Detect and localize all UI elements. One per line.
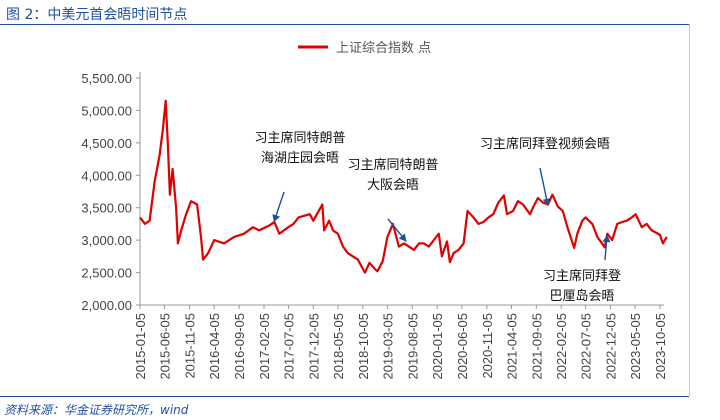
x-tick-label: 2023-05-05 [628,313,643,380]
x-tick-label: 2016-04-05 [207,313,222,380]
annotation-label: 海湖庄园会晤 [261,150,339,166]
annotation: 习主席同拜登视频会晤 [480,136,610,206]
x-tick-label: 2020-06-05 [455,313,470,380]
y-axis-ticks: 2,000.00 2,500.00 3,000.00 3,500.00 4,000.00… [81,71,140,313]
source-note: 资料来源：华金证券研究所，wind [4,403,189,417]
x-tick-label: 2018-10-05 [356,313,371,380]
title-rule [0,24,689,25]
x-tick-label: 2022-02-05 [554,313,569,380]
annotation-arrowhead [398,233,407,242]
legend: 上证综合指数 点 [298,41,431,56]
x-axis-ticks: 2015-01-05 2015-06-05 2015-11-05 2016-04-05… [133,305,668,380]
y-tick-label: 4,500.00 [81,136,132,151]
x-tick-label: 2015-06-05 [158,313,173,380]
annotation-arrowhead [272,214,280,222]
x-tick-label: 2017-02-05 [257,313,272,380]
y-tick-label: 2,000.00 [81,298,132,313]
x-tick-label: 2021-09-05 [529,313,544,380]
x-tick-label: 2020-01-05 [430,313,445,380]
frame-right-rule [689,24,690,396]
annotation-label: 习主席同特朗普 [254,130,345,146]
annotation-arrowhead [542,198,551,206]
x-tick-label: 2020-11-05 [480,313,495,379]
x-tick-label: 2023-10-05 [653,313,668,380]
x-tick-label: 2017-12-05 [306,313,321,380]
annotation-arrowhead [602,234,611,243]
y-tick-label: 3,000.00 [81,233,132,248]
x-tick-label: 2022-12-05 [604,313,619,380]
x-tick-label: 2016-09-05 [232,313,247,380]
annotation-label: 习主席同拜登视频会晤 [480,136,610,152]
y-tick-label: 5,000.00 [81,103,132,118]
y-tick-label: 4,000.00 [81,168,132,183]
annotation-label: 习主席同特朗普 [347,157,438,173]
legend-label: 上证综合指数 点 [336,41,431,56]
annotation-label: 巴厘岛会晤 [549,288,614,304]
x-tick-label: 2017-07-05 [281,313,296,380]
frame-bottom-rule [0,396,689,397]
y-tick-label: 3,500.00 [81,201,132,216]
x-tick-label: 2015-01-05 [133,313,148,380]
x-tick-label: 2019-08-05 [405,313,420,380]
x-tick-label: 2018-05-05 [331,313,346,380]
x-tick-label: 2021-04-05 [504,313,519,380]
y-tick-label: 5,500.00 [81,71,132,86]
x-tick-label: 2015-11-05 [182,313,197,379]
annotation-label: 习主席同拜登 [543,268,621,284]
annotation-label: 大阪会晤 [367,178,419,193]
series-layer [139,99,668,274]
y-tick-label: 2,500.00 [81,266,132,281]
figure-title: 图 2：中美元首会晤时间节点 [6,7,188,23]
series-line-shanghai-index [139,99,668,274]
x-tick-label: 2019-03-05 [380,313,395,380]
x-tick-label: 2022-07-05 [579,313,594,380]
